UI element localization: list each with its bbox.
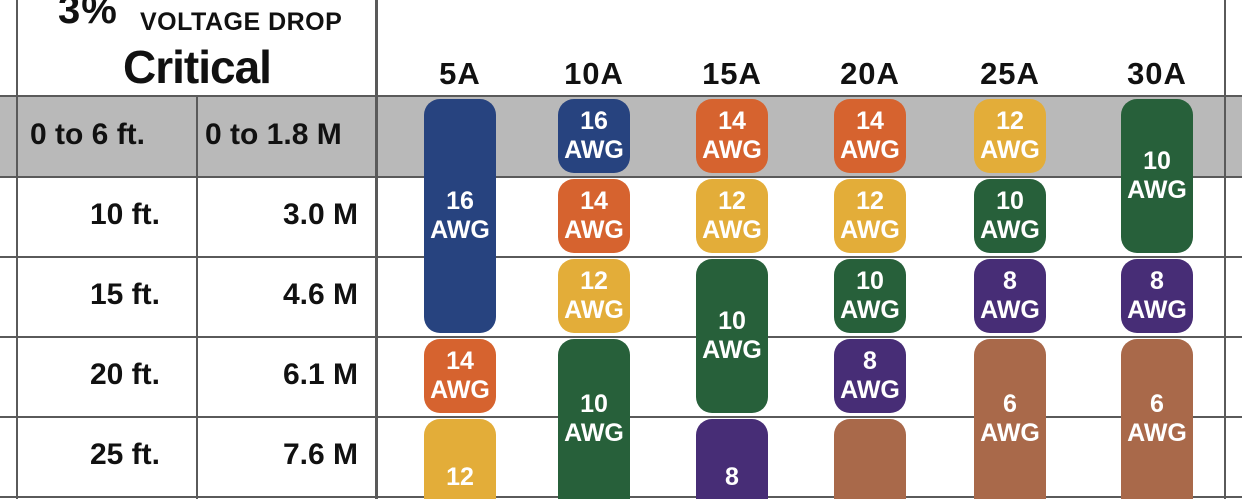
gauge-unit: AWG — [564, 216, 624, 244]
gauge-number: 12 — [996, 107, 1024, 135]
row-line-1 — [0, 176, 1242, 178]
row-label-ft: 0 to 6 ft. — [30, 118, 146, 151]
column-header-25a: 25A — [980, 56, 1040, 91]
gauge-number: 14 — [856, 107, 884, 135]
gauge-unit: AWG — [840, 296, 900, 324]
wire-gauge-cell: 14 AWG — [424, 339, 496, 413]
gauge-unit: AWG — [980, 216, 1040, 244]
wire-gauge-cell: 10 AWG — [974, 179, 1046, 253]
wire-gauge-cell: 8 AWG — [974, 259, 1046, 333]
wire-gauge-cell: 8 AWG — [834, 339, 906, 413]
gauge-number: 10 — [856, 267, 884, 295]
wire-gauge-cell: 14 AWG — [558, 179, 630, 253]
gauge-number: 12 — [446, 463, 474, 491]
row-label-m: 7.6 M — [282, 438, 358, 471]
row-label-m: 4.6 M — [282, 278, 358, 311]
row-label-m: 3.0 M — [282, 198, 358, 231]
wire-gauge-cell: 12 — [424, 419, 496, 499]
labels-grid-divider — [375, 0, 378, 499]
gauge-number: 16 — [446, 187, 474, 215]
row-label-ft: 10 ft. — [89, 198, 160, 231]
gauge-unit: AWG — [564, 419, 624, 447]
wire-gauge-cell: 16 AWG — [558, 99, 630, 173]
gauge-unit: AWG — [840, 136, 900, 164]
gauge-number: 14 — [446, 347, 474, 375]
wire-gauge-cell: 10 AWG — [834, 259, 906, 333]
gauge-number: 6 — [1003, 390, 1017, 418]
gauge-unit: AWG — [430, 216, 490, 244]
row-label-m: 6.1 M — [282, 358, 358, 391]
header-bottom-line — [0, 95, 1242, 97]
gauge-unit: AWG — [1127, 176, 1187, 204]
gauge-unit: AWG — [980, 419, 1040, 447]
wire-gauge-cell: 6 AWG — [974, 339, 1046, 499]
gauge-unit: AWG — [840, 376, 900, 404]
gauge-unit: AWG — [430, 376, 490, 404]
gauge-unit: AWG — [840, 216, 900, 244]
gauge-unit: AWG — [564, 296, 624, 324]
gauge-number: 14 — [580, 187, 608, 215]
gauge-unit: AWG — [564, 136, 624, 164]
gauge-unit: AWG — [1127, 419, 1187, 447]
gauge-number: 8 — [863, 347, 877, 375]
wire-gauge-cell: 14 AWG — [696, 99, 768, 173]
column-header-5a: 5A — [439, 56, 481, 91]
wire-gauge-cell: 12 AWG — [974, 99, 1046, 173]
column-header-20a: 20A — [840, 56, 900, 91]
row-label-ft: 20 ft. — [89, 358, 160, 391]
column-header-30a: 30A — [1127, 56, 1187, 91]
row-line-2 — [0, 256, 1242, 258]
wire-gauge-cell: 10 AWG — [558, 339, 630, 499]
gauge-unit: AWG — [980, 136, 1040, 164]
gauge-number: 14 — [718, 107, 746, 135]
wire-gauge-cell: 8 — [696, 419, 768, 499]
gauge-number: 10 — [580, 390, 608, 418]
gauge-number: 8 — [1003, 267, 1017, 295]
gauge-unit: AWG — [980, 296, 1040, 324]
wire-gauge-cell: 10 AWG — [1121, 99, 1193, 253]
gauge-number: 16 — [580, 107, 608, 135]
wire-gauge-cell: 6 AWG — [1121, 339, 1193, 499]
wire-gauge-cell: 8 AWG — [1121, 259, 1193, 333]
title-subtitle: VOLTAGE DROP — [140, 8, 343, 36]
wire-gauge-cell — [834, 419, 906, 499]
right-border — [1224, 0, 1226, 499]
wire-gauge-cell: 10 AWG — [696, 259, 768, 413]
gauge-number: 6 — [1150, 390, 1164, 418]
wire-gauge-cell: 12 AWG — [834, 179, 906, 253]
gauge-number: 12 — [718, 187, 746, 215]
gauge-unit: AWG — [702, 136, 762, 164]
row-label-m: 0 to 1.8 M — [205, 118, 342, 151]
gauge-number: 10 — [996, 187, 1024, 215]
row-label-ft: 25 ft. — [89, 438, 160, 471]
ft-m-divider — [196, 96, 198, 499]
wire-gauge-cell: 16 AWG — [424, 99, 496, 333]
left-border — [16, 0, 18, 499]
wire-gauge-cell: 12 AWG — [558, 259, 630, 333]
gauge-number: 12 — [580, 267, 608, 295]
title-main: Critical — [123, 41, 272, 93]
gauge-number: 12 — [856, 187, 884, 215]
gauge-number: 10 — [718, 307, 746, 335]
gauge-unit: AWG — [702, 336, 762, 364]
column-header-15a: 15A — [702, 56, 762, 91]
title-percent: 3% — [58, 0, 118, 32]
gauge-unit: AWG — [1127, 296, 1187, 324]
gauge-number: 8 — [1150, 267, 1164, 295]
wire-gauge-cell: 14 AWG — [834, 99, 906, 173]
gauge-number: 8 — [725, 463, 739, 491]
row-label-ft: 15 ft. — [89, 278, 160, 311]
wire-gauge-cell: 12 AWG — [696, 179, 768, 253]
gauge-number: 10 — [1143, 147, 1171, 175]
row-line-3 — [0, 336, 1242, 338]
gauge-unit: AWG — [702, 216, 762, 244]
column-header-10a: 10A — [564, 56, 624, 91]
